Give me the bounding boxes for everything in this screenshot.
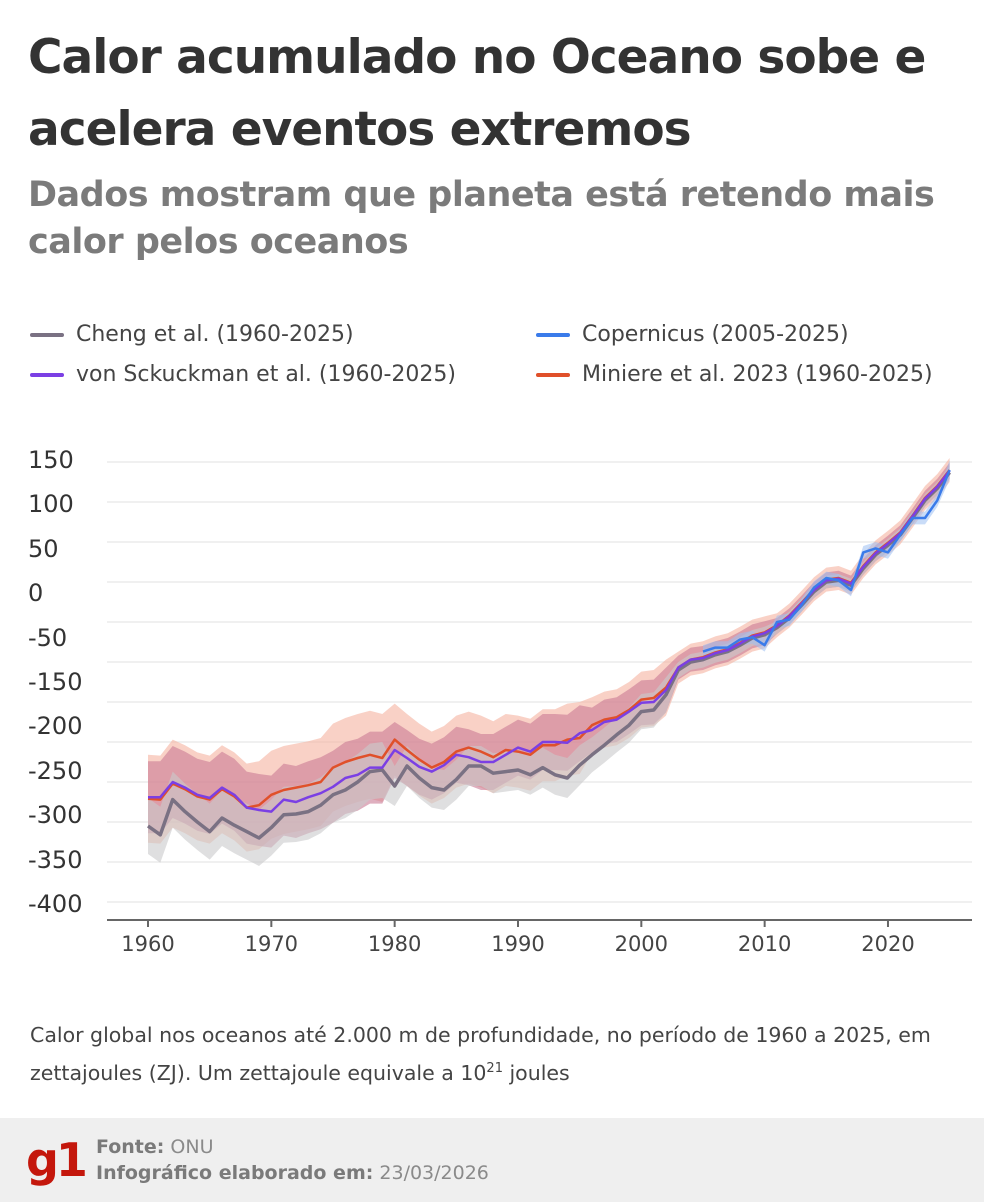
date-line: Infográfico elaborado em: 23/03/2026 [96, 1162, 489, 1184]
chart-subtitle: Dados mostram que planeta está retendo m… [28, 175, 935, 262]
legend-label: von Sckuckman et al. (1960-2025) [76, 362, 456, 387]
y-tick-label: -50 [28, 623, 68, 652]
date-value: 23/03/2026 [379, 1162, 489, 1184]
source-value: ONU [170, 1136, 214, 1158]
x-tick-label: 2020 [861, 932, 915, 956]
legend-swatch [30, 372, 64, 377]
legend-swatch [536, 372, 570, 377]
legend-item-copernicus: Copernicus (2005-2025) [536, 322, 849, 347]
x-tick-label: 2000 [614, 932, 669, 956]
series-line [146, 471, 951, 840]
legend-swatch [536, 332, 570, 337]
x-tick-label: 1990 [491, 932, 545, 956]
y-tick-label: 150 [28, 446, 74, 474]
caption-text-end: joules [502, 1060, 570, 1085]
footer [0, 1118, 984, 1202]
y-tick-label: 100 [28, 490, 74, 519]
legend-label: Cheng et al. (1960-2025) [76, 322, 354, 347]
source-line: Fonte: ONU [96, 1136, 213, 1158]
y-tick-label: -200 [28, 712, 83, 741]
chart-title: Calor acumulado no Oceano sobe e acelera… [28, 30, 926, 157]
legend-item-miniere: Miniere et al. 2023 (1960-2025) [536, 362, 933, 387]
caption-superscript: 21 [486, 1061, 503, 1076]
legend-swatch [30, 332, 64, 337]
uncertainty-band [148, 462, 950, 848]
g1-logo: g1 [26, 1133, 88, 1187]
x-tick-label: 1960 [121, 932, 175, 956]
y-tick-label: -350 [28, 845, 83, 874]
y-tick-label: 50 [28, 534, 59, 563]
y-tick-label: 0 [28, 579, 44, 608]
y-tick-label: -150 [28, 668, 83, 696]
date-label: Infográfico elaborado em: [96, 1162, 374, 1184]
legend-label: Copernicus (2005-2025) [582, 322, 849, 347]
chart-caption: Calor global nos oceanos até 2.000 m de … [30, 1018, 970, 1090]
uncertainty-band [148, 466, 950, 866]
caption-text: Calor global nos oceanos até 2.000 m de … [30, 1023, 931, 1085]
source-label: Fonte: [96, 1136, 165, 1158]
ocean-heat-chart [107, 458, 972, 927]
series-line [148, 470, 951, 813]
legend-label: Miniere et al. 2023 (1960-2025) [582, 362, 933, 387]
series-line [702, 469, 951, 653]
x-tick-label: 1980 [367, 932, 422, 956]
legend-item-von-schuckmann: von Sckuckman et al. (1960-2025) [30, 362, 456, 387]
legend-item-cheng: Cheng et al. (1960-2025) [30, 322, 354, 347]
x-tick-label: 1970 [244, 932, 299, 956]
x-tick-label: 2010 [737, 932, 792, 956]
y-tick-label: -300 [28, 801, 83, 830]
y-tick-label: -250 [28, 756, 83, 785]
y-tick-label: -400 [28, 890, 83, 918]
